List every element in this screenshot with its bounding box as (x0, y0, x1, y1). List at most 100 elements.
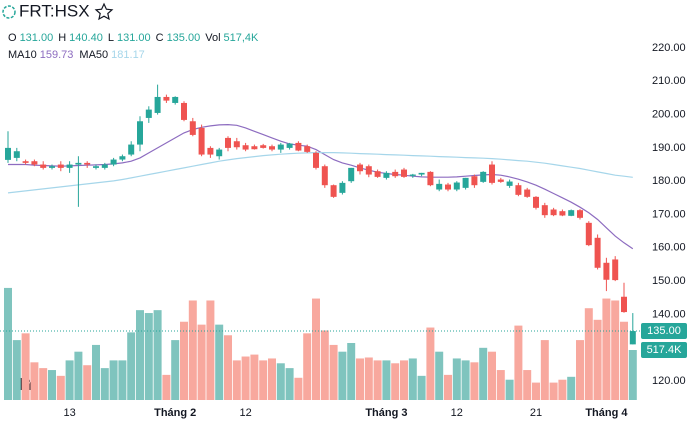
volume-bar (136, 310, 144, 400)
candle-body (110, 159, 117, 165)
volume-bar (285, 368, 294, 400)
volume-bar (197, 324, 206, 400)
candle-body (374, 171, 381, 177)
legend-value: 131.00 (20, 32, 54, 44)
candle-body (277, 144, 284, 150)
volume-bar (241, 356, 250, 400)
volume-bar (188, 300, 197, 400)
candle-body (172, 96, 179, 103)
volume-bar (153, 310, 162, 400)
candle-body (49, 166, 55, 168)
volume-bar (100, 368, 109, 400)
volume-bar (276, 363, 285, 400)
candle-body (216, 149, 223, 157)
y-tick-label: 220.00 (652, 42, 686, 54)
volume-bar (144, 313, 153, 400)
volume-bar (171, 340, 180, 400)
y-tick-label: 140.00 (652, 308, 686, 320)
candle-body (260, 145, 267, 148)
chart-title: FRT:HSX (19, 1, 90, 20)
volume-bar (373, 360, 382, 400)
candle-body (594, 237, 601, 268)
candle-body (330, 185, 337, 197)
volume-bar (593, 319, 602, 400)
candle-body (163, 96, 170, 101)
candle-body (480, 171, 487, 182)
candle-body (365, 166, 372, 175)
x-tick-label: Tháng 4 (585, 407, 628, 419)
y-tick-label: 190.00 (652, 142, 686, 154)
legend-value: 159.73 (40, 49, 74, 61)
candle-body (137, 121, 143, 145)
candle-body (612, 259, 619, 281)
candle-body (321, 166, 328, 186)
candle-body (154, 96, 161, 113)
volume-bar (232, 360, 241, 400)
legend-key: O (8, 32, 17, 44)
y-tick-label: 120.00 (652, 375, 686, 387)
volume-bar (250, 354, 259, 400)
legend-value: 140.40 (69, 32, 103, 44)
volume-bar (312, 298, 320, 400)
volume-bar (347, 342, 356, 400)
candle-body (621, 296, 627, 313)
candle-body (189, 121, 196, 135)
volume-bar (479, 347, 488, 400)
price-tag (641, 323, 687, 340)
legend-value: 135.00 (167, 32, 201, 44)
y-tick-label: 180.00 (652, 175, 686, 187)
candle-body (383, 172, 390, 178)
candle-body (401, 169, 407, 177)
volume-bar (215, 324, 224, 400)
candle-body (603, 262, 610, 280)
volume-bar (74, 351, 83, 400)
volume-bar (611, 300, 620, 400)
legend-key: L (108, 32, 114, 44)
candle-body (515, 185, 522, 195)
volume-bar (21, 333, 30, 400)
candle-body (506, 181, 513, 186)
candle-body (418, 172, 425, 175)
ma-line (7, 152, 633, 194)
legend-value: 517,4K (224, 32, 260, 44)
candle-body (207, 147, 214, 155)
volume-bar (470, 362, 479, 400)
candle-body (269, 146, 275, 150)
y-tick-label: 200.00 (652, 109, 686, 121)
volume-bar (505, 379, 514, 400)
candle-body (198, 127, 205, 155)
volume-bar (30, 362, 39, 400)
candle-body (629, 331, 636, 345)
volume-bar (338, 351, 347, 400)
legend-value: 131.00 (117, 32, 151, 44)
candle-body (541, 205, 548, 216)
volume-bar (532, 382, 540, 400)
candle-body (550, 209, 557, 216)
volume-bar (382, 360, 391, 400)
volume-bar (417, 375, 426, 400)
volume-bar (12, 340, 21, 400)
volume-bar (576, 340, 584, 400)
volume-bar (224, 335, 232, 400)
candle-body (357, 164, 363, 172)
volume-bar (127, 332, 136, 400)
volume-bar (4, 287, 12, 400)
candle-body (75, 162, 82, 165)
candle-body (242, 145, 249, 150)
candle-body (225, 137, 231, 148)
favorite-star[interactable] (94, 2, 114, 21)
volume-bar (259, 360, 268, 400)
candle-body (497, 179, 504, 182)
volume-tag (641, 342, 687, 359)
candle-body (471, 176, 478, 186)
volume-bar (514, 325, 523, 400)
candle-body (119, 156, 126, 160)
volume-bar (162, 374, 171, 400)
volume-bar (118, 360, 127, 400)
volume-bar (452, 358, 461, 400)
candle-body (128, 144, 135, 155)
volume-bar (444, 374, 452, 400)
volume-bar (268, 358, 276, 400)
volume-tag-label: 517.4K (647, 344, 683, 356)
volume-bar (540, 340, 549, 400)
